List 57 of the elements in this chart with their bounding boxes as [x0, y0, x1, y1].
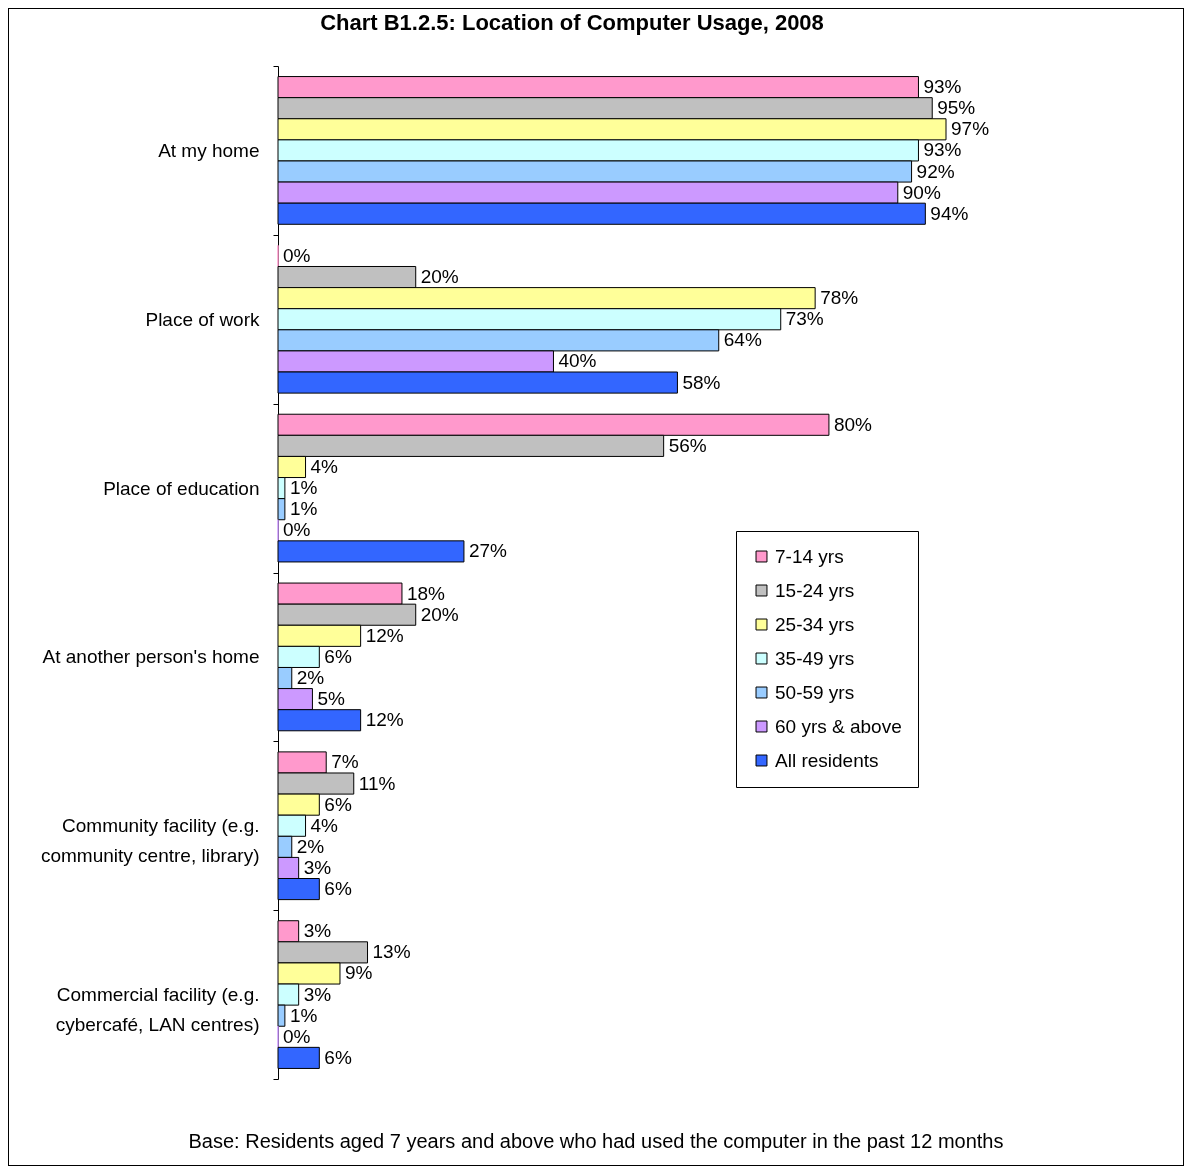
data-label: 5%	[317, 688, 345, 710]
data-label: 3%	[303, 856, 332, 878]
data-label: 78%	[820, 287, 859, 309]
data-label: 73%	[785, 308, 824, 330]
data-label: 1%	[289, 498, 318, 520]
data-label: 0%	[283, 519, 311, 541]
legend-label: 50-59 yrs	[775, 681, 855, 703]
data-label: 92%	[916, 160, 955, 182]
data-label: 4%	[310, 814, 339, 836]
data-label: 9%	[344, 962, 373, 984]
data-label: 58%	[682, 371, 721, 393]
data-label: 18%	[406, 582, 446, 604]
data-label: 3%	[303, 920, 332, 942]
data-label: 6%	[324, 645, 352, 667]
data-label: 12%	[365, 709, 404, 731]
legend-label: 7-14 yrs	[775, 545, 844, 567]
data-label: 20%	[420, 603, 459, 625]
data-label: 27%	[468, 540, 508, 562]
legend-label: 35-49 yrs	[775, 647, 855, 669]
data-label: 80%	[833, 413, 873, 435]
y-tick-label: Community facility (e.g. community centre, library)	[40, 815, 260, 867]
data-label: 97%	[951, 118, 990, 140]
data-label: 1%	[289, 1004, 318, 1026]
y-tick-label: Commercial facility (e.g. cybercafé, LAN centres)	[55, 984, 260, 1036]
data-label: 3%	[303, 983, 332, 1005]
data-label: 0%	[283, 1025, 311, 1047]
data-label: 7%	[331, 751, 359, 773]
data-label: 56%	[668, 434, 707, 456]
data-label: 0%	[283, 244, 311, 266]
data-label: 94%	[930, 202, 969, 224]
legend-label: 15-24 yrs	[775, 579, 855, 601]
data-label: 20%	[420, 266, 459, 288]
data-label: 6%	[324, 878, 352, 900]
data-label: 2%	[296, 835, 325, 857]
data-label: 6%	[324, 1046, 352, 1068]
data-label: 90%	[902, 181, 941, 203]
data-label: 2%	[296, 667, 325, 689]
y-tick-label: Place of education	[103, 477, 260, 499]
data-label: 93%	[923, 76, 962, 98]
data-label: 4%	[310, 455, 339, 477]
data-label: 13%	[372, 941, 411, 963]
y-tick-label: Place of work	[145, 308, 260, 330]
y-tick-label: At another person's home	[42, 646, 260, 668]
legend-label: All residents	[775, 749, 879, 771]
data-label: 1%	[289, 477, 318, 499]
text: Base: Residents aged 7 years and above who had used the computer in the past 12 months	[187, 1130, 1005, 1153]
legend-label: 25-34 yrs	[775, 613, 855, 635]
data-label: 64%	[723, 329, 762, 351]
chart-title: Chart B1.2.5: Location of Computer Usage, 2008	[320, 10, 824, 35]
data-label: 11%	[358, 772, 396, 794]
data-label: 6%	[324, 793, 352, 815]
data-label: 95%	[937, 97, 976, 119]
y-tick-label: At my home	[158, 139, 260, 161]
data-label: 12%	[365, 624, 404, 646]
legend-label: 60 yrs & above	[775, 715, 902, 737]
data-label: 40%	[558, 350, 597, 372]
data-label: 93%	[923, 139, 962, 161]
